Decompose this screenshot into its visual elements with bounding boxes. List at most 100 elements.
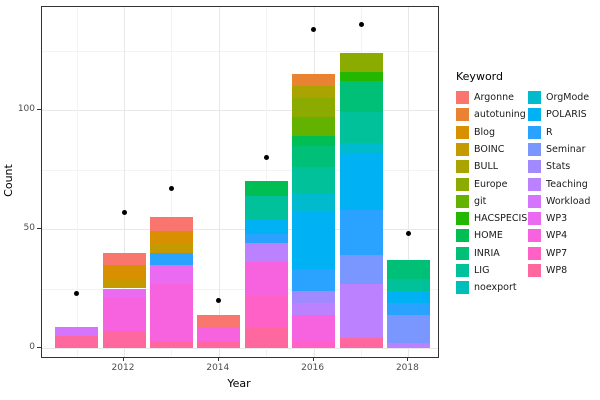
bar-segment-2017-INRIA [339, 81, 383, 113]
bar-segment-2017-Europe [339, 52, 383, 72]
legend-item-WP7: WP7 [528, 246, 568, 260]
gridline-major-horizontal [42, 110, 438, 111]
bar-segment-2016-git [292, 117, 336, 137]
bar-segment-2011-WP8 [55, 336, 99, 348]
bar-segment-2015-WP8 [244, 326, 288, 348]
bar-segment-2016-Teaching [292, 302, 336, 315]
x-axis-tick [217, 357, 219, 361]
bar-segment-2013-BOINC [149, 243, 193, 253]
data-point [263, 155, 269, 161]
bar-segment-2016-R [292, 269, 336, 291]
legend-label: Workload [546, 195, 591, 207]
bar-segment-2018-Seminar [386, 314, 430, 344]
y-tick-label: 0 [29, 342, 35, 352]
bar-segment-2013-Blog [149, 231, 193, 244]
data-point [121, 209, 127, 215]
bar-segment-2016-POLARIS [292, 212, 336, 270]
bar-segment-2017-Teaching [339, 283, 383, 339]
bar-segment-2015-WP7 [244, 295, 288, 327]
plot-panel [41, 6, 439, 358]
bar-segment-2012-BOINC [102, 278, 146, 289]
bar-segment-2018-Teaching [386, 343, 430, 348]
legend-label: WP8 [546, 265, 568, 276]
x-tick-label: 2016 [301, 363, 325, 373]
legend-label: HACSPECIS [474, 213, 528, 225]
legend-swatch [528, 125, 541, 139]
legend-item-R: R [528, 125, 553, 139]
bar-segment-2013-WP8 [149, 340, 193, 348]
legend-item-Argonne: Argonne [456, 91, 514, 104]
data-point [358, 21, 364, 27]
bar-segment-2016-OrgMode [292, 193, 336, 213]
gridline-major-horizontal [42, 229, 438, 230]
legend-swatch [528, 264, 541, 277]
legend-item-HOME: HOME [456, 229, 503, 243]
legend-item-autotuning: autotuning [456, 108, 526, 122]
bar-segment-2015-POLARIS [244, 219, 288, 234]
y-axis-tick [37, 109, 41, 110]
bar-segment-2016-LIG [292, 167, 336, 194]
legend-swatch [456, 177, 469, 191]
legend-label: Teaching [546, 178, 588, 190]
bar-segment-2016-WP7 [292, 340, 336, 348]
legend-label: Seminar [546, 143, 586, 155]
gridline-major-vertical [124, 7, 125, 357]
bar-segment-2015-R [244, 233, 288, 244]
bar-segment-2016-INRIA [292, 145, 336, 168]
legend-swatch [456, 160, 469, 174]
y-tick-label: 50 [23, 223, 35, 233]
legend-item-noexport: noexport [456, 281, 517, 295]
legend-swatch [456, 91, 469, 104]
legend-label: Europe [474, 178, 508, 190]
bar-segment-2017-WP8 [339, 338, 383, 348]
legend-label: BOINC [474, 143, 505, 155]
bar-segment-2016-autotuning [292, 74, 336, 87]
bar-segment-2013-WP4 [149, 283, 193, 341]
legend-item-OrgMode: OrgMode [528, 91, 589, 104]
bar-segment-2017-POLARIS [339, 152, 383, 210]
bar-segment-2016-BULL [292, 86, 336, 99]
legend-swatch [456, 108, 469, 122]
legend-item-BOINC: BOINC [456, 142, 505, 156]
bar-segment-2018-INRIA [386, 259, 430, 279]
legend-item-WP4: WP4 [528, 229, 568, 243]
legend-label: R [546, 126, 553, 138]
legend-label: WP7 [546, 247, 568, 259]
bar-segment-2012-WP8 [102, 331, 146, 348]
legend-item-Teaching: Teaching [528, 177, 588, 191]
legend-item-HACSPECIS: HACSPECIS [456, 212, 528, 226]
legend-swatch [456, 194, 469, 208]
legend-item-Workload: Workload [528, 194, 591, 208]
legend-label: WP4 [546, 230, 568, 242]
bar-segment-2014-Argonne [197, 314, 241, 327]
x-axis-title: Year [227, 377, 251, 390]
data-point [405, 231, 411, 237]
bar-segment-2016-HOME [292, 136, 336, 146]
bar-segment-2013-Argonne [149, 217, 193, 232]
legend-label: LIG [474, 265, 490, 276]
legend-item-Stats: Stats [528, 160, 570, 174]
bar-segment-2015-WP4 [244, 262, 288, 296]
legend-label: POLARIS [546, 109, 587, 121]
x-tick-label: 2012 [111, 363, 135, 373]
y-axis-tick [37, 228, 41, 229]
data-point [216, 297, 222, 303]
legend-label: git [474, 195, 487, 207]
bar-segment-2012-WP4 [102, 298, 146, 332]
legend-swatch [528, 212, 541, 226]
x-axis-tick [312, 357, 314, 361]
gridline-minor-horizontal [42, 50, 438, 52]
legend-item-Blog: Blog [456, 125, 495, 139]
data-point [74, 290, 80, 296]
legend-label: Blog [474, 126, 495, 138]
legend-item-BULL: BULL [456, 160, 498, 174]
gridline-minor-vertical [171, 7, 173, 357]
bar-segment-2015-HOME [244, 181, 288, 196]
gridline-major-vertical [218, 7, 220, 357]
legend-label: autotuning [474, 109, 526, 121]
legend-label: WP3 [546, 213, 568, 225]
bar-segment-2014-WP4 [197, 326, 241, 341]
legend-swatch [528, 229, 541, 243]
y-axis-tick [37, 347, 41, 348]
legend-label: HOME [474, 230, 503, 242]
